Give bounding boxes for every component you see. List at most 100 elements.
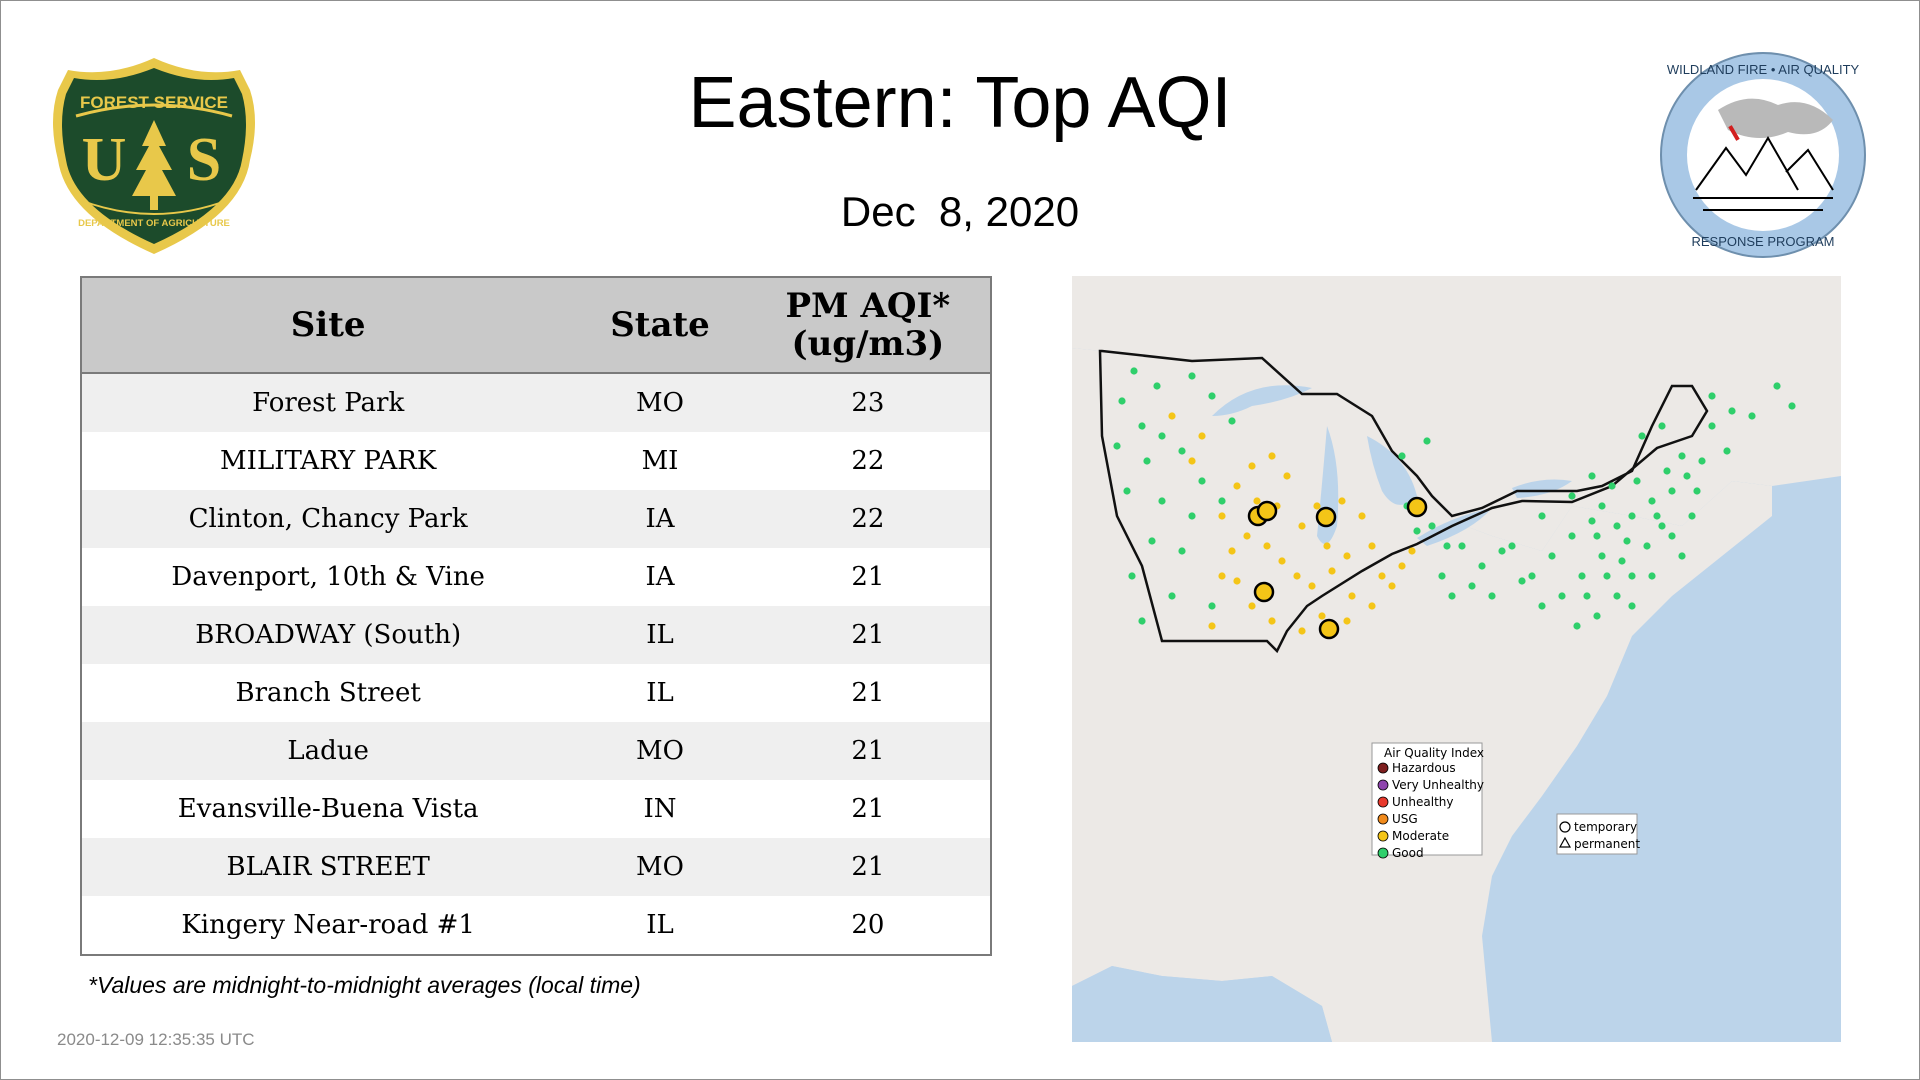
legend-label: Unhealthy xyxy=(1392,795,1453,809)
legend-label: USG xyxy=(1392,812,1418,826)
site-marker-moderate xyxy=(1343,617,1351,625)
state-cell: IA xyxy=(574,548,746,606)
site-marker-good xyxy=(1443,542,1451,550)
site-marker-moderate xyxy=(1313,502,1321,510)
site-marker-moderate xyxy=(1253,497,1261,505)
site-marker-good xyxy=(1648,497,1656,505)
legend-swatch xyxy=(1377,830,1389,842)
aqi-cell: 22 xyxy=(745,490,991,548)
site-marker-moderate xyxy=(1408,547,1416,555)
site-marker-moderate xyxy=(1268,617,1276,625)
site-cell: Kingery Near-road #1 xyxy=(81,896,575,955)
legend-title: Air Quality Index xyxy=(1384,746,1484,760)
site-marker-good xyxy=(1548,552,1556,560)
site-marker-good xyxy=(1633,477,1641,485)
logo-letter-u: U xyxy=(82,126,127,194)
table-row: Davenport, 10th & Vine IA 21 xyxy=(81,548,991,606)
table-row: Kingery Near-road #1 IL 20 xyxy=(81,896,991,955)
aqi-map: Air Quality Index Hazardous Very Unhealth… xyxy=(1072,276,1841,1042)
site-marker-good xyxy=(1623,537,1631,545)
top-site-marker xyxy=(1256,500,1278,522)
top-site-marker xyxy=(1253,581,1275,603)
site-marker-good xyxy=(1698,457,1706,465)
map-legend: Air Quality Index Hazardous Very Unhealth… xyxy=(1371,742,1640,860)
site-marker-good xyxy=(1648,572,1656,580)
site-marker-good xyxy=(1498,547,1506,555)
site-marker-moderate xyxy=(1368,602,1376,610)
site-marker-moderate xyxy=(1208,622,1216,630)
table-row: MILITARY PARK MI 22 xyxy=(81,432,991,490)
aqi-cell: 20 xyxy=(745,896,991,955)
site-marker-good xyxy=(1678,552,1686,560)
state-cell: MO xyxy=(574,722,746,780)
site-marker-moderate xyxy=(1358,512,1366,520)
table-row: Branch Street IL 21 xyxy=(81,664,991,722)
seal-top-text: WILDLAND FIRE • AIR QUALITY xyxy=(1667,62,1860,77)
site-marker-good xyxy=(1613,592,1621,600)
lake-superior xyxy=(1212,385,1312,416)
state-cell: IA xyxy=(574,490,746,548)
legend-swatch xyxy=(1377,847,1389,859)
legend-label: Good xyxy=(1392,846,1424,860)
site-marker-good xyxy=(1583,592,1591,600)
site-marker-good xyxy=(1628,602,1636,610)
site-marker-good xyxy=(1678,452,1686,460)
site-marker-good xyxy=(1663,467,1671,475)
site-marker-good xyxy=(1598,552,1606,560)
legend-swatch xyxy=(1377,762,1389,774)
site-marker-good xyxy=(1593,612,1601,620)
site-marker-moderate xyxy=(1233,482,1241,490)
triangle-marker-icon xyxy=(1558,836,1572,848)
site-marker-good xyxy=(1618,557,1626,565)
state-cell: IL xyxy=(574,664,746,722)
table-row: Forest Park MO 23 xyxy=(81,373,991,432)
eastern-region-outline xyxy=(1098,349,1709,654)
site-marker-good xyxy=(1598,502,1606,510)
site-marker-moderate xyxy=(1218,512,1226,520)
site-marker-good xyxy=(1708,392,1716,400)
site-marker-good xyxy=(1653,512,1661,520)
site-marker-good xyxy=(1668,532,1676,540)
site-marker-good xyxy=(1723,447,1731,455)
site-marker-good xyxy=(1398,452,1406,460)
pm-aqi-header-line1: PM AQI* xyxy=(785,286,951,326)
top-aqi-table: Site State PM AQI* (ug/m3) Forest Park M… xyxy=(80,276,992,956)
site-marker-moderate xyxy=(1318,612,1326,620)
site-marker-good xyxy=(1748,412,1756,420)
aqi-cell: 21 xyxy=(745,548,991,606)
site-marker-good xyxy=(1143,457,1151,465)
aqi-cell: 21 xyxy=(745,606,991,664)
site-marker-moderate xyxy=(1348,592,1356,600)
site-marker-moderate xyxy=(1268,452,1276,460)
site-marker-good xyxy=(1683,472,1691,480)
site-marker-moderate xyxy=(1233,577,1241,585)
site-marker-good xyxy=(1228,417,1236,425)
table-row: BLAIR STREET MO 21 xyxy=(81,838,991,896)
aqi-cell: 21 xyxy=(745,838,991,896)
site-marker-good xyxy=(1638,432,1646,440)
circle-marker-icon xyxy=(1559,821,1571,833)
site-marker-good xyxy=(1188,372,1196,380)
site-marker-good xyxy=(1573,622,1581,630)
site-marker-good xyxy=(1198,477,1206,485)
site-marker-good xyxy=(1428,522,1436,530)
site-marker-moderate xyxy=(1263,542,1271,550)
site-marker-good xyxy=(1130,367,1138,375)
site-marker-good xyxy=(1518,577,1526,585)
state-cell: MO xyxy=(574,838,746,896)
report-date: Dec 8, 2020 xyxy=(840,188,1080,235)
site-cell: Clinton, Chancy Park xyxy=(81,490,575,548)
site-marker-moderate xyxy=(1278,557,1286,565)
site-marker-good xyxy=(1423,437,1431,445)
site-marker-good xyxy=(1613,522,1621,530)
good-sites-layer xyxy=(1113,367,1796,630)
site-marker-good xyxy=(1773,382,1781,390)
legend-swatch xyxy=(1377,813,1389,825)
site-marker-moderate xyxy=(1283,472,1291,480)
site-marker-moderate xyxy=(1243,532,1251,540)
table-row: Evansville-Buena Vista IN 21 xyxy=(81,780,991,838)
site-marker-good xyxy=(1138,422,1146,430)
logo-letter-s: S xyxy=(187,126,221,194)
generated-timestamp: 2020-12-09 12:35:35 UTC xyxy=(57,1030,255,1049)
site-marker-good xyxy=(1113,442,1121,450)
